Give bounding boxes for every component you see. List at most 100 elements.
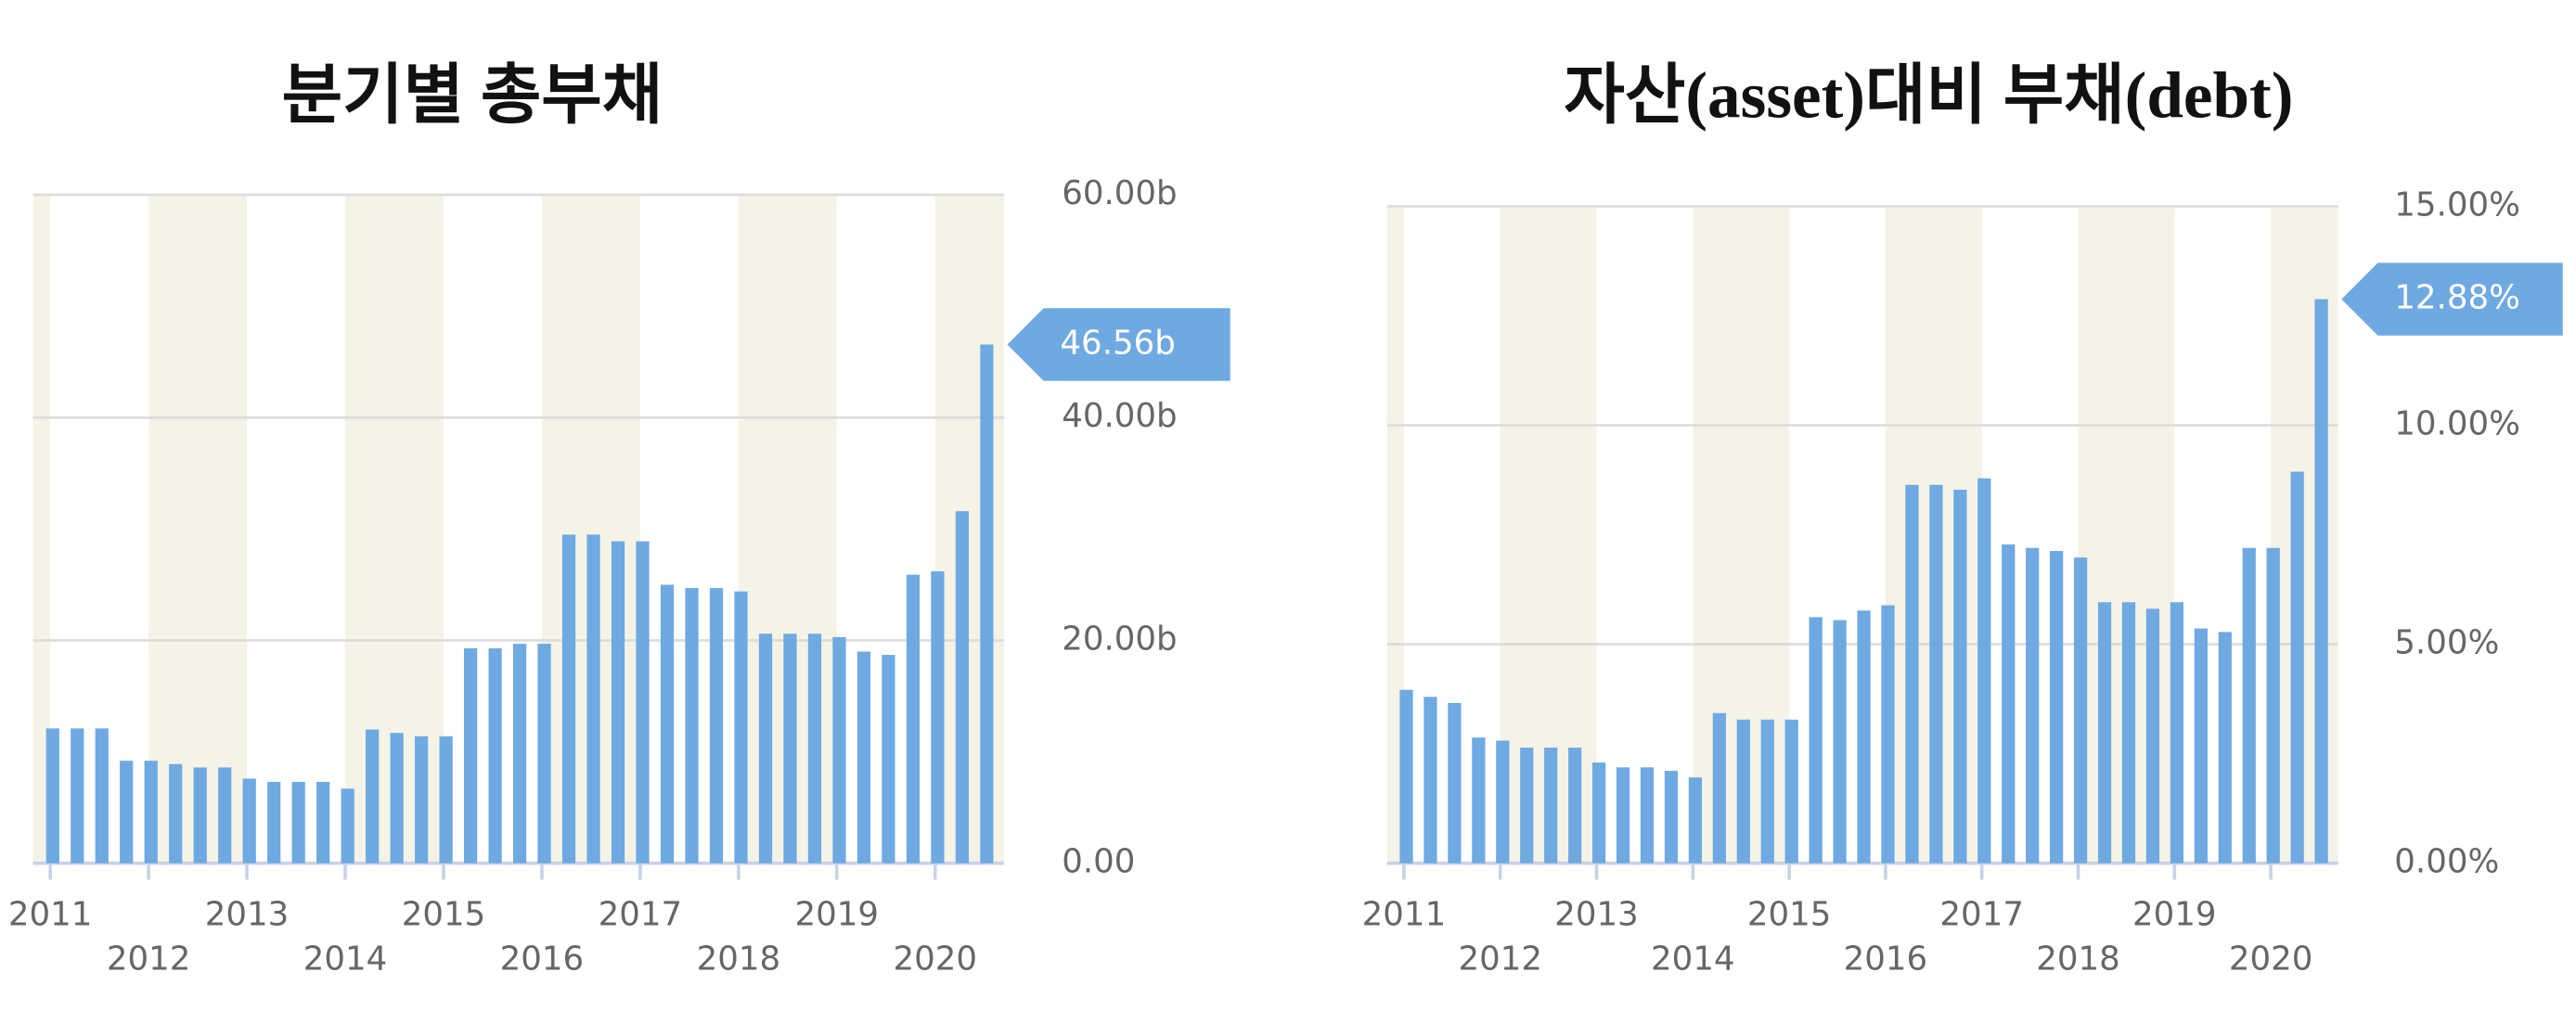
bar: [1423, 697, 1437, 864]
bar: [2145, 608, 2160, 864]
bar: [611, 541, 625, 864]
bar: [1736, 719, 1750, 864]
bar: [1929, 484, 1943, 864]
bar: [2002, 544, 2016, 864]
bar: [1472, 737, 1486, 864]
bar: [1616, 767, 1630, 864]
year-band: [148, 195, 248, 864]
bar: [415, 736, 429, 864]
bar: [267, 782, 281, 864]
bar: [316, 782, 330, 864]
y-tick-label: 0.00%: [2394, 843, 2499, 881]
chart-title: 자산(asset)대비 부채(debt): [1564, 60, 2293, 133]
bar: [1520, 748, 1534, 864]
bar: [341, 788, 354, 864]
bar: [390, 733, 404, 864]
bar: [95, 728, 109, 864]
bar: [1857, 610, 1871, 864]
bar: [2290, 471, 2304, 864]
x-tick-label: 2018: [2036, 941, 2120, 979]
value-label: 46.56b: [1060, 324, 1175, 362]
bar: [537, 644, 551, 864]
bar: [193, 767, 207, 864]
value-label: 12.88%: [2394, 279, 2520, 317]
x-tick-label: 2017: [1939, 896, 2024, 934]
year-band: [934, 195, 1004, 864]
value-pointer: [1007, 308, 1230, 381]
bar: [685, 588, 699, 864]
bar: [758, 633, 773, 864]
bar: [71, 728, 84, 864]
x-tick-label: 2020: [893, 941, 977, 979]
bar: [1760, 719, 1774, 864]
x-tick-label: 2019: [795, 896, 880, 934]
year-band: [32, 195, 51, 864]
bar: [2170, 602, 2184, 864]
x-tick-label: 2011: [8, 896, 93, 934]
y-tick-label: 10.00%: [2394, 405, 2520, 443]
y-tick-label: 40.00b: [1062, 397, 1177, 435]
bar: [1544, 748, 1558, 864]
bar: [45, 728, 59, 864]
x-tick-label: 2012: [1458, 941, 1542, 979]
bar: [1688, 777, 1703, 864]
x-tick-label: 2018: [697, 941, 781, 979]
y-tick-label: 15.00%: [2394, 186, 2520, 224]
bar: [144, 761, 158, 864]
bar: [2242, 547, 2256, 864]
bar: [291, 782, 305, 864]
bar: [857, 651, 871, 864]
bar: [1881, 605, 1895, 864]
bar: [586, 534, 600, 864]
year-band: [1386, 206, 1404, 864]
bar: [783, 633, 797, 864]
bar: [1568, 748, 1582, 864]
bar: [218, 767, 232, 864]
bar: [1784, 719, 1798, 864]
value-pointer: [2341, 262, 2563, 336]
bar: [2050, 551, 2064, 864]
bar: [906, 574, 921, 864]
x-tick-label: 2013: [205, 896, 290, 934]
bar: [2073, 557, 2088, 864]
x-tick-label: 2017: [599, 896, 683, 934]
y-tick-label: 20.00b: [1062, 620, 1177, 658]
year-band: [2271, 206, 2338, 864]
x-tick-label: 2016: [500, 941, 585, 979]
bar: [807, 633, 822, 864]
bar: [1496, 740, 1510, 864]
bar: [1592, 762, 1606, 864]
bar: [1809, 617, 1823, 864]
bar: [1953, 489, 1967, 864]
bar: [660, 584, 675, 864]
bar: [1905, 484, 1919, 864]
bar: [1448, 702, 1462, 864]
bar: [2026, 547, 2040, 864]
bar: [439, 736, 453, 864]
x-tick-label: 2014: [303, 941, 388, 979]
bar: [2097, 602, 2112, 864]
bar: [366, 729, 380, 864]
bar: [1712, 712, 1726, 864]
bar: [832, 636, 846, 864]
bar: [882, 655, 895, 864]
bar: [2314, 299, 2328, 864]
bar: [980, 344, 994, 864]
bar: [636, 541, 650, 864]
y-tick-label: 60.00b: [1062, 174, 1177, 212]
bar: [561, 534, 576, 864]
x-tick-label: 2012: [107, 941, 191, 979]
x-tick-label: 2011: [1362, 896, 1447, 934]
bar: [2266, 547, 2280, 864]
bar: [1399, 689, 1413, 864]
x-tick-label: 2015: [402, 896, 486, 934]
bar: [1977, 478, 1991, 864]
x-tick-label: 2015: [1747, 896, 1832, 934]
x-tick-label: 2016: [1844, 941, 1928, 979]
bar: [120, 761, 134, 864]
bar: [2218, 632, 2232, 864]
y-tick-label: 5.00%: [2394, 624, 2499, 662]
x-tick-label: 2020: [2229, 941, 2313, 979]
